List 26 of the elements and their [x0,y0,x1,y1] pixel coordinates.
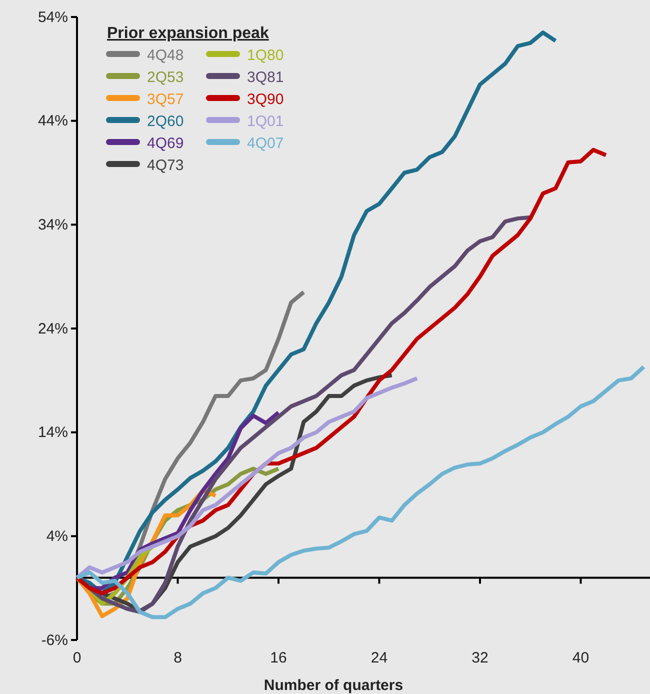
x-tick-label: 8 [174,650,182,667]
legend-label: 3Q81 [247,69,284,86]
legend-label: 1Q80 [247,47,284,64]
legend-label: 3Q90 [247,91,284,108]
y-tick-label: -6% [41,632,68,649]
x-tick-label: 0 [72,650,82,667]
legend-label: 2Q60 [147,113,184,130]
x-tick-label: 32 [472,650,488,667]
legend-label: 4Q73 [147,157,184,174]
legend-label: 3Q57 [147,91,184,108]
legend-label: 4Q07 [247,135,284,152]
y-tick-label: 14% [38,424,68,442]
y-tick-label: 24% [38,320,68,338]
x-axis-title: Number of quarters [264,677,404,694]
x-tick-label: 16 [270,650,287,667]
y-tick-label: 34% [38,216,68,234]
y-tick-label: 4% [46,528,68,545]
legend-label: 4Q69 [147,135,184,152]
legend-label: 4Q48 [147,47,184,64]
legend-label: 2Q53 [147,69,184,86]
x-tick-label: 24 [370,650,388,667]
x-tick-label: 40 [572,650,590,667]
legend-label: 1Q01 [247,113,284,130]
y-tick-label: 54% [38,8,68,26]
y-tick-label: 44% [38,112,68,130]
legend-title: Prior expansion peak [107,25,269,42]
